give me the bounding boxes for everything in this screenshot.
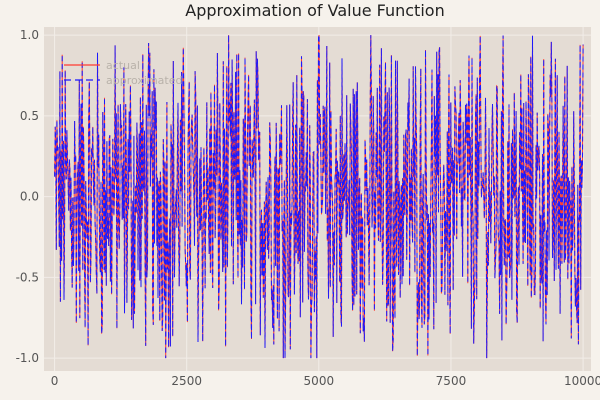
legend-label-actual: actual xyxy=(106,59,140,72)
legend: actual approximated xyxy=(64,59,182,87)
chart-title: Approximation of Value Function xyxy=(185,1,444,20)
series-line-approximated xyxy=(54,34,584,359)
x-tick-label: 7500 xyxy=(436,374,467,388)
y-tick-label: 1.0 xyxy=(20,28,39,42)
x-tick-label: 0 xyxy=(51,374,59,388)
y-tick-label: -0.5 xyxy=(16,270,39,284)
y-tick-label: 0.5 xyxy=(20,109,39,123)
y-tick-label: -1.0 xyxy=(16,351,39,365)
y-axis-ticks: 1.0 0.5 0.0 -0.5 -1.0 xyxy=(16,28,39,365)
x-tick-label: 5000 xyxy=(304,374,335,388)
y-tick-label: 0.0 xyxy=(20,190,39,204)
x-axis-ticks: 0 2500 5000 7500 10000 xyxy=(51,374,600,388)
series-layer xyxy=(54,34,584,359)
x-tick-label: 10000 xyxy=(564,374,600,388)
x-tick-label: 2500 xyxy=(171,374,202,388)
legend-label-approximated: approximated xyxy=(106,74,182,87)
